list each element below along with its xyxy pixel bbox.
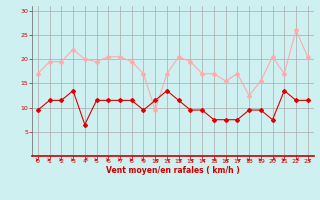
X-axis label: Vent moyen/en rafales ( km/h ): Vent moyen/en rafales ( km/h ) [106, 166, 240, 175]
